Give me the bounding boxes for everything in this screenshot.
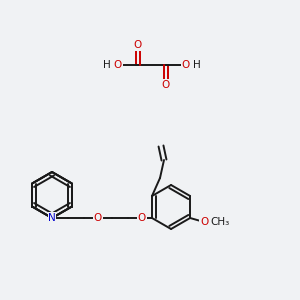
Text: O: O: [182, 60, 190, 70]
Text: H: H: [103, 60, 111, 70]
Text: H: H: [193, 60, 201, 70]
Text: O: O: [138, 213, 146, 223]
Text: CH₃: CH₃: [211, 217, 230, 227]
Text: O: O: [114, 60, 122, 70]
Text: O: O: [200, 217, 208, 227]
Text: O: O: [134, 40, 142, 50]
Text: N: N: [48, 213, 56, 223]
Text: O: O: [94, 213, 102, 223]
Text: O: O: [162, 80, 170, 90]
